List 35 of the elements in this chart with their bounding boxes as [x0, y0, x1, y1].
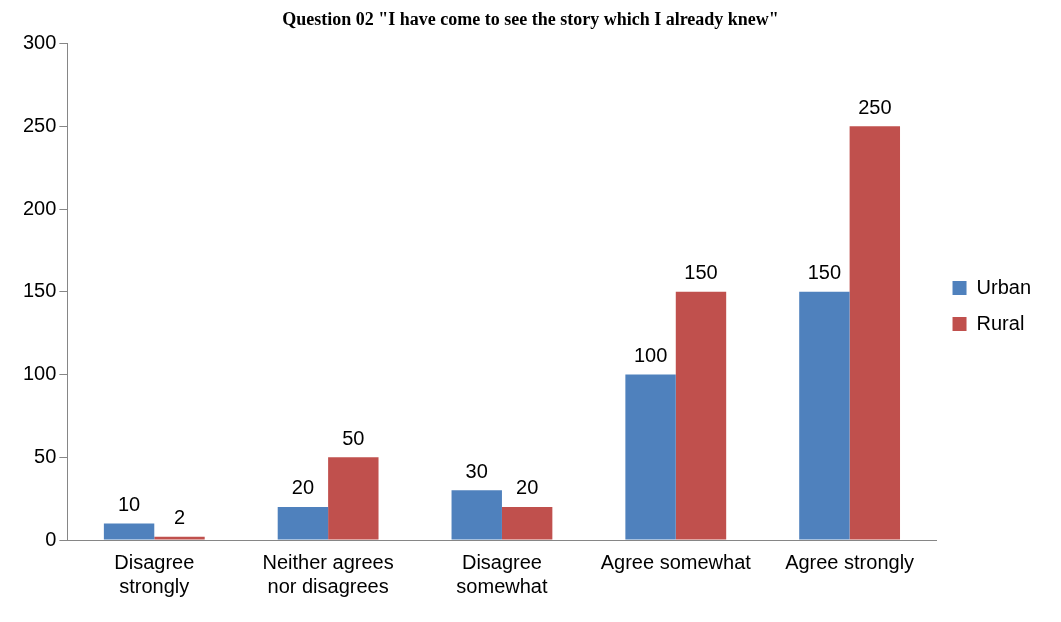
data-label: 2 [173, 506, 186, 529]
bar [277, 506, 329, 540]
data-label: 250 [858, 95, 892, 118]
y-tick-label: 300 [22, 31, 57, 54]
bar [625, 374, 676, 540]
y-tick-label: 50 [34, 444, 57, 467]
y-tick-label: 200 [22, 196, 57, 219]
y-tick-label: 250 [22, 113, 57, 136]
legend-label: Urban [976, 275, 1032, 298]
data-label: 30 [465, 459, 488, 482]
bar [154, 536, 205, 540]
data-label: 100 [633, 344, 668, 367]
x-tick-label: Neither agrees nor disagrees [262, 550, 394, 597]
bar [675, 291, 727, 540]
x-tick-label: Agree strongly [785, 550, 915, 573]
data-label: 50 [342, 426, 365, 449]
x-tick-label: Agree somewhat [600, 550, 752, 573]
x-tick-label: Disagree somewhat [456, 550, 548, 597]
y-tick-label: 150 [22, 279, 57, 302]
bar [799, 291, 850, 540]
bar [451, 490, 502, 540]
bar [328, 457, 379, 540]
data-label: 20 [516, 476, 539, 499]
y-tick-label: 0 [45, 527, 57, 550]
x-tick-label: Disagree strongly [114, 550, 195, 597]
bar [501, 506, 553, 540]
data-label: 150 [807, 261, 842, 284]
bar [103, 523, 155, 540]
legend-label: Rural [976, 311, 1025, 334]
data-label: 10 [117, 492, 141, 515]
chart-title: Question 02 "I have come to see the story which I already knew" [282, 9, 779, 30]
data-label: 150 [684, 261, 718, 284]
data-label: 20 [291, 476, 315, 499]
bar [849, 126, 901, 540]
y-tick-label: 100 [22, 362, 57, 385]
